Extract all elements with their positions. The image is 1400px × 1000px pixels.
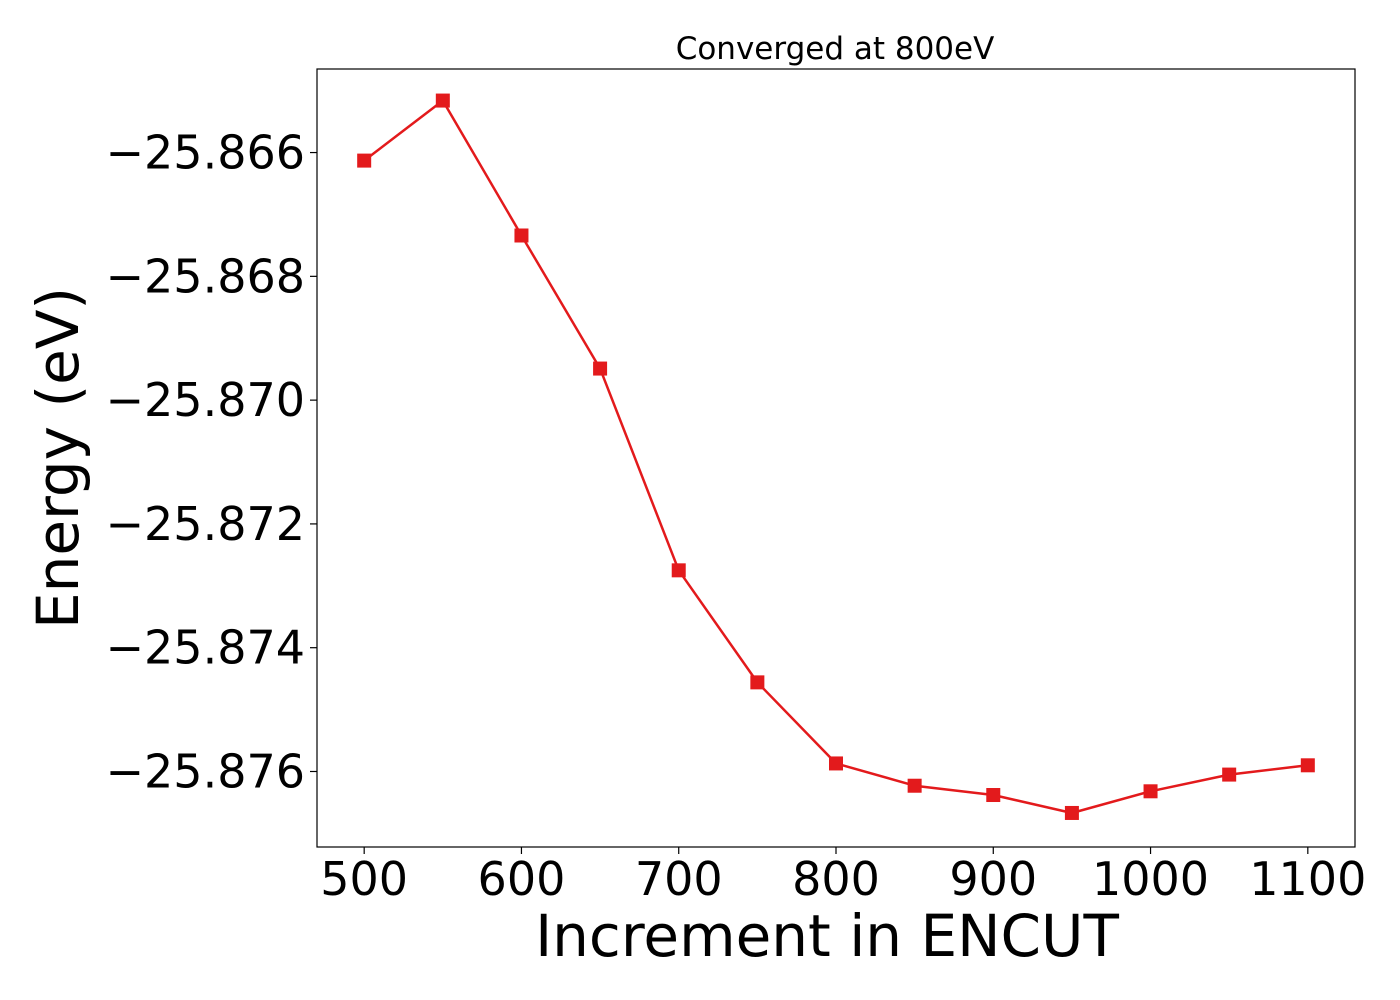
data-point-marker — [514, 228, 529, 243]
y-tick-label: −25.872 — [106, 497, 306, 551]
data-point-marker — [1143, 784, 1158, 799]
x-tick-label: 900 — [949, 852, 1037, 906]
data-point-marker — [593, 361, 608, 376]
data-point-marker — [671, 563, 686, 578]
x-tick-label: 600 — [478, 852, 566, 906]
y-tick-label: −25.870 — [106, 373, 306, 427]
y-tick-label: −25.874 — [106, 621, 306, 675]
x-tick-label: 800 — [792, 852, 880, 906]
x-axis: 500 600 700 800 900 1000 1100 — [320, 847, 1366, 906]
y-axis-label: Energy (eV) — [24, 287, 92, 629]
x-tick-label: 700 — [635, 852, 723, 906]
data-point-marker — [829, 756, 843, 771]
y-tick-label: −25.868 — [106, 249, 306, 303]
series-line — [363, 99, 1308, 815]
data-point-marker — [1064, 805, 1079, 820]
chart-title: Converged at 800eV — [676, 31, 995, 67]
x-axis-label: Increment in ENCUT — [535, 902, 1119, 970]
data-point-marker — [1222, 767, 1237, 782]
data-point-marker — [986, 788, 1001, 803]
x-tick-label: 1100 — [1249, 852, 1366, 906]
y-tick-label: −25.866 — [106, 126, 306, 180]
data-point-marker — [1300, 758, 1315, 773]
y-axis: −25.866 −25.868 −25.870 −25.872 −25.874 −25.8… — [106, 126, 317, 798]
x-tick-label: 1000 — [1092, 852, 1209, 906]
data-point-marker — [357, 153, 372, 168]
x-tick-label: 500 — [320, 852, 408, 906]
data-point-marker — [435, 93, 450, 108]
y-tick-label: −25.876 — [106, 744, 306, 798]
data-point-marker — [907, 778, 922, 793]
plot-area — [316, 68, 1356, 848]
series-layer — [357, 93, 1315, 820]
data-point-marker — [750, 675, 765, 690]
